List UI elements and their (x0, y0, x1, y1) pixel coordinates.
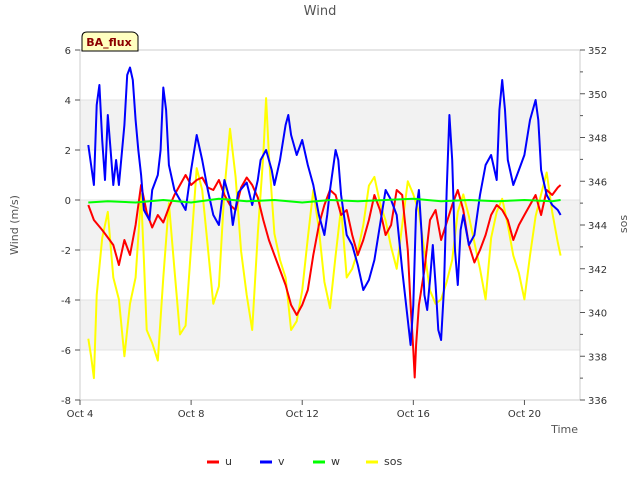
site-badge-label: BA_flux (86, 36, 131, 49)
y2-tick-label: 350 (588, 90, 607, 101)
y-tick-label: 4 (65, 96, 71, 107)
x-axis-label: Time (550, 423, 578, 436)
series-layer (87, 66, 562, 380)
y2-tick-label: 340 (588, 309, 607, 320)
series-line-sos (87, 97, 562, 380)
x-tick-label: Oct 20 (508, 409, 541, 420)
y2-tick-label: 352 (588, 46, 607, 57)
y2-tick-label: 344 (588, 221, 607, 232)
chart-title: Wind (304, 4, 337, 19)
y-tick-label: 0 (65, 196, 71, 207)
series-line-v (87, 66, 562, 346)
x-tick-label: Oct 4 (67, 409, 94, 420)
y-tick-label: -8 (61, 396, 71, 407)
site-badge: BA_flux (81, 31, 139, 52)
y2-tick-label: 338 (588, 352, 607, 363)
series-line-u (87, 174, 562, 379)
y-axis-left: -8 -6 -4 -2 0 2 4 6 (61, 46, 80, 407)
grid-band (80, 200, 580, 250)
series-line-w (88, 197, 561, 204)
y2-tick-label: 336 (588, 396, 607, 407)
y-tick-label: 2 (65, 146, 71, 157)
y-axis-label: Wind (m/s) (8, 195, 21, 255)
x-tick-label: Oct 16 (397, 409, 430, 420)
y2-tick-label: 346 (588, 177, 607, 188)
legend-label-sos: sos (384, 455, 402, 468)
legend-label-w: w (331, 455, 340, 468)
x-tick-label: Oct 12 (286, 409, 319, 420)
site-badge-background (81, 31, 139, 52)
x-axis: Oct 4 Oct 8 Oct 12 Oct 16 Oct 20 (67, 400, 541, 420)
legend: u v w sos (207, 455, 402, 468)
legend-label-u: u (225, 455, 232, 468)
legend-label-v: v (278, 455, 285, 468)
y2-tick-label: 342 (588, 265, 607, 276)
y-axis-right: 336 338 340 342 344 346 348 350 352 (580, 46, 607, 407)
y-tick-label: -6 (61, 346, 71, 357)
x-tick-label: Oct 8 (178, 409, 205, 420)
y2-tick-label: 348 (588, 134, 607, 145)
y-tick-label: -2 (61, 246, 71, 257)
y2-axis-label: sos (617, 215, 630, 233)
y-tick-label: 6 (65, 46, 71, 57)
y-tick-label: -4 (61, 296, 71, 307)
